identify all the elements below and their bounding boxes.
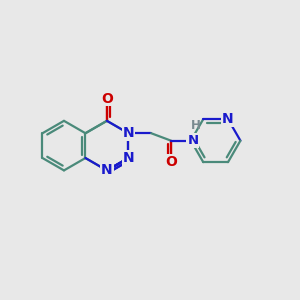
Text: N: N [101,164,113,177]
Text: N: N [123,151,134,165]
Text: N: N [123,126,134,140]
Text: N: N [187,134,198,147]
Text: O: O [101,92,113,106]
Text: O: O [165,155,177,169]
Text: N: N [222,112,234,126]
Text: H: H [191,119,201,132]
